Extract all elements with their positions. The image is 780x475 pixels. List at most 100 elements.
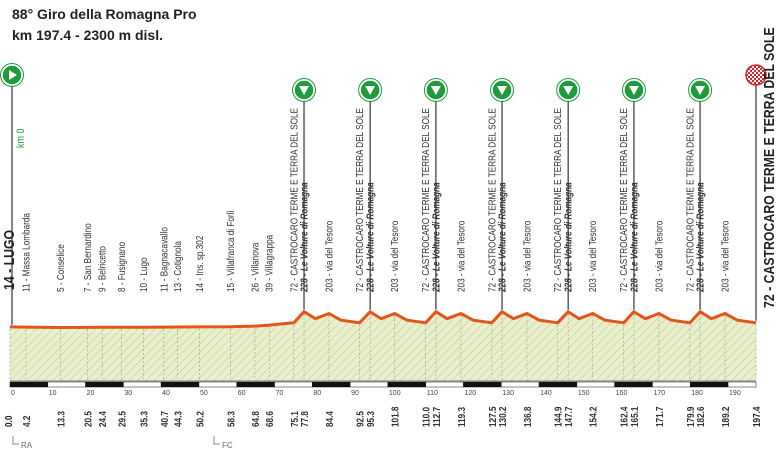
scale-segment [9, 381, 49, 388]
waypoint-km: 68.6 [264, 411, 275, 427]
scale-segment [349, 381, 389, 388]
scale-segment [387, 381, 426, 388]
waypoint-label: 9 - Belricetto [97, 246, 108, 292]
waypoint-label: 203 - via del Tesoro [324, 221, 335, 292]
x-tick-label: 30 [124, 390, 132, 397]
scale-segment [652, 381, 691, 388]
mark-arrow [12, 436, 19, 445]
scale-segment [160, 381, 200, 388]
climb-marker-ring [490, 78, 515, 102]
x-tick-label: 90 [351, 390, 359, 397]
scale-segment [614, 381, 653, 388]
waypoint-label: 8 - Fusignano [116, 242, 127, 292]
waypoint-km: 50.2 [195, 411, 206, 427]
waypoint-km: 144.9 [553, 407, 564, 427]
waypoint-label: 14 - Ins. sp.302 [194, 236, 205, 292]
scale-segment [689, 381, 729, 388]
scale-segment [727, 381, 757, 388]
waypoint-label: 203 - via del Tesoro [587, 221, 598, 292]
waypoint-label: 72 - CASTROCARO TERME E TERRA DEL SOLE [354, 108, 365, 292]
x-tick-label: 110 [427, 390, 438, 397]
x-tick-label: 40 [162, 390, 170, 397]
waypoint-km: 4.2 [21, 416, 32, 427]
start-note: km 0 [15, 128, 27, 148]
waypoint-km: 44.3 [173, 411, 184, 427]
waypoint-km: 92.5 [355, 411, 366, 427]
waypoint-km: 162.4 [619, 406, 630, 427]
waypoint-km: 165.1 [629, 407, 640, 427]
waypoint-label: 72 - CASTROCARO TERME E TERRA DEL SOLE [487, 108, 498, 292]
scale-segment [576, 381, 615, 388]
waypoint-km: 13.3 [56, 411, 67, 427]
start-marker-ring [0, 63, 24, 87]
waypoint-km: 130.2 [497, 407, 508, 427]
waypoint-label: 203 - via del Tesoro [720, 221, 731, 292]
waypoint-km: 64.8 [250, 411, 261, 427]
waypoint-km: 112.7 [431, 407, 442, 427]
waypoint-km: 75.1 [289, 411, 300, 427]
scale-segment [501, 381, 540, 388]
waypoint-label: 203 - via del Tesoro [654, 221, 665, 292]
province-mark: RA [21, 441, 33, 450]
x-tick-label: 130 [502, 390, 514, 397]
waypoint-km: 20.5 [83, 411, 94, 427]
waypoint-km: 29.5 [117, 411, 128, 427]
scale-segment [538, 381, 578, 388]
start-label: 14 - LUGO [1, 230, 17, 290]
x-tick-label: 160 [616, 390, 628, 397]
waypoint-km: 84.4 [324, 410, 335, 427]
title: 88° Giro della Romagna Pro [12, 6, 197, 22]
waypoint-label: 72 - CASTROCARO TERME E TERRA DEL SOLE [552, 108, 563, 292]
footer-marks: RA FC [12, 436, 233, 450]
waypoint-label: 72 - CASTROCARO TERME E TERRA DEL SOLE [289, 108, 300, 292]
climb-arrow [299, 86, 310, 95]
scale-segment [198, 381, 237, 388]
x-tick-label: 190 [729, 390, 741, 397]
x-tick-label: 140 [540, 390, 552, 397]
climb-arrow [365, 86, 376, 95]
waypoint-label: 26 - Villanova [250, 242, 261, 292]
climb-arrow [563, 86, 574, 95]
waypoint-label: 203 - via del Tesoro [389, 221, 400, 292]
waypoint-label: 15 - Villafranca di Forlì [225, 210, 236, 292]
subtitle: km 197.4 - 2300 m disl. [12, 27, 163, 43]
scale-segment [123, 381, 162, 388]
waypoint-label: 203 - via del Tesoro [522, 221, 533, 292]
climb-arrow [430, 86, 441, 95]
climb-marker-ring [358, 78, 383, 102]
scale-segment [47, 381, 86, 388]
x-tick-label: 50 [200, 390, 208, 397]
waypoint-label: 13 - Cotignola [172, 240, 183, 292]
waypoint-label: 11 - Bagnacavallo [159, 227, 170, 292]
waypoint-label: 11 - Massa Lombarda [21, 212, 32, 292]
waypoint-km: 189.2 [720, 407, 731, 427]
climb-arrow [628, 86, 639, 95]
waypoint-label: 72 - CASTROCARO TERME E TERRA DEL SOLE [420, 108, 431, 292]
waypoint-km: 147.7 [563, 407, 574, 427]
x-tick-label: 180 [691, 390, 703, 397]
x-tick-label: 170 [653, 390, 665, 397]
climb-marker-ring [423, 78, 448, 102]
scale-segment [236, 381, 275, 388]
profile-area [10, 311, 756, 381]
waypoint-km: 40.7 [159, 411, 170, 427]
waypoint-label: 5 - Conselice [55, 244, 66, 292]
x-tick-label: 120 [464, 390, 476, 397]
waypoint-label: 10 - Lugo [138, 257, 149, 292]
climb-marker-ring [292, 78, 317, 102]
province-mark: FC [222, 441, 233, 450]
finish-marker [745, 64, 767, 86]
waypoint-km: 119.3 [456, 407, 467, 427]
start-arrow [9, 70, 17, 80]
start-km: 0.0 [3, 416, 14, 427]
waypoint-km: 127.5 [487, 407, 498, 427]
waypoint-km: 179.9 [685, 407, 696, 427]
waypoint-km: 35.3 [139, 411, 150, 427]
scale-segment [85, 381, 124, 388]
scale-segment [463, 381, 502, 388]
x-tick-label: 150 [578, 390, 590, 397]
x-tick-label: 0 [11, 390, 15, 397]
mark-arrow [213, 436, 220, 445]
scale-segment [312, 381, 351, 388]
